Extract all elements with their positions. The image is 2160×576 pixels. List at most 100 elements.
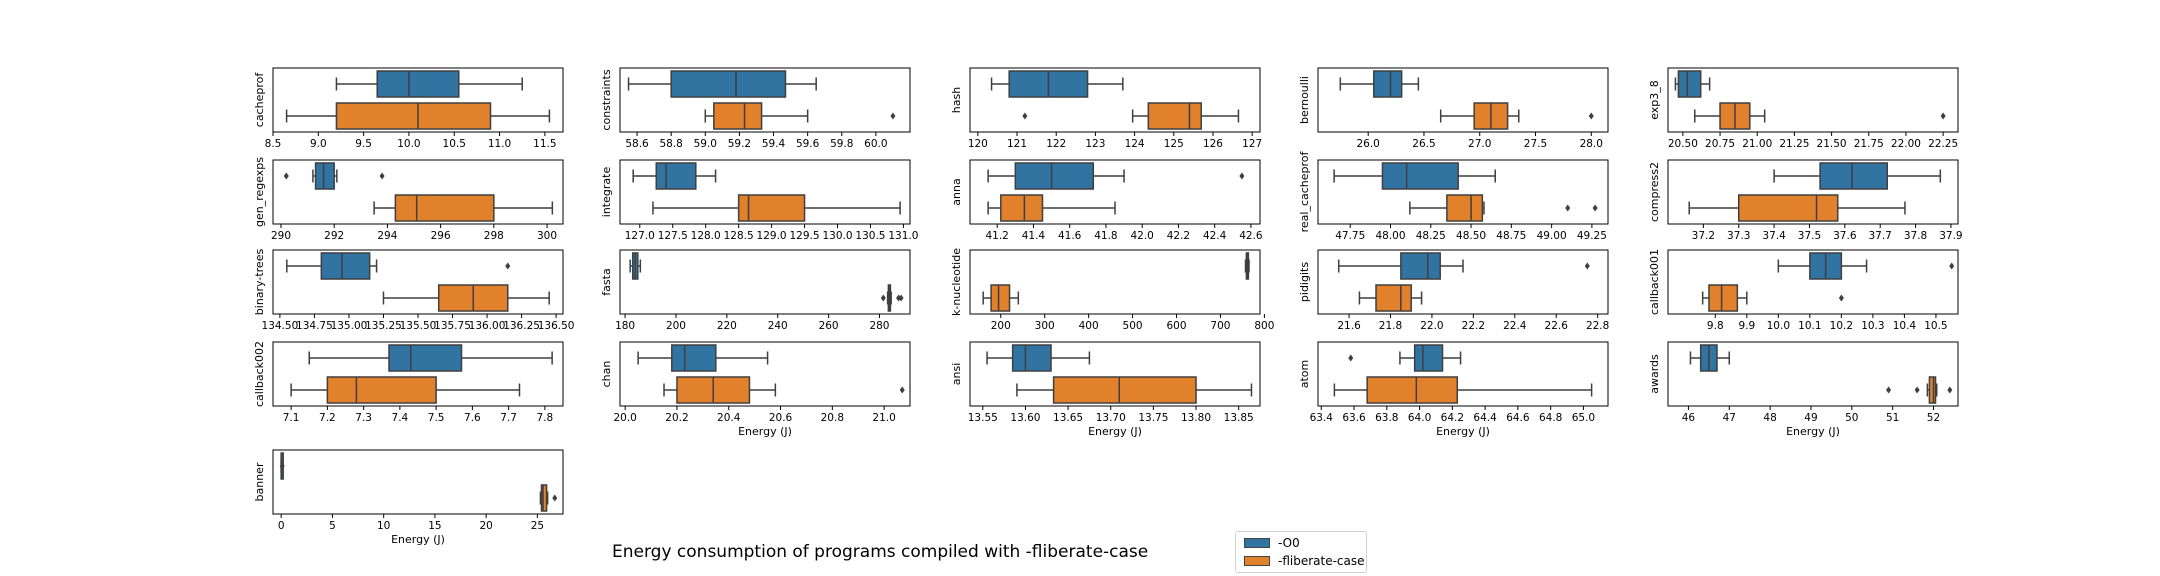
- x-tick-label: 48.25: [1416, 230, 1446, 242]
- panel-real-cacheprof: 47.75 48.00 48.25 48.50 48.75 49.00 49.25 real_…: [1298, 150, 1609, 242]
- flier-point: [379, 172, 385, 180]
- flier-point: [283, 172, 289, 180]
- x-tick-label: 135.50: [400, 320, 437, 332]
- flier-point: [1584, 262, 1590, 270]
- x-tick-label: 128.5: [724, 230, 754, 242]
- box-iqr: [335, 102, 492, 130]
- x-tick-label: 48: [1763, 412, 1776, 424]
- x-tick-label: 10.0: [397, 138, 420, 150]
- box-pidigits-fliberate-case: [1358, 284, 1423, 312]
- box-iqr: [326, 376, 437, 404]
- x-tick-label: 37.9: [1939, 230, 1962, 242]
- box-iqr: [990, 284, 1011, 312]
- x-tick-label: 7.6: [464, 412, 481, 424]
- x-tick-label: 126: [1203, 138, 1223, 150]
- flier-point: [1940, 112, 1946, 120]
- box-iqr: [1928, 376, 1937, 404]
- x-tick-label: 136.25: [503, 320, 540, 332]
- box-iqr: [670, 70, 787, 98]
- x-tick-label: 65.0: [1572, 412, 1595, 424]
- legend-label-o0: -O0: [1278, 536, 1300, 550]
- x-tick-label: 37.6: [1833, 230, 1857, 242]
- x-tick-label: 22.2: [1462, 320, 1485, 332]
- x-tick-label: 260: [819, 320, 839, 332]
- axes-frame: [969, 67, 1261, 133]
- x-tick-label: 50: [1845, 412, 1858, 424]
- box-exp3-8-o0: [1674, 70, 1711, 98]
- box-iqr: [394, 194, 495, 222]
- panel-label: anna: [950, 178, 963, 205]
- x-tick-label: 7.8: [537, 412, 554, 424]
- x-tick-label: 21.00: [1742, 138, 1772, 150]
- panel-label: hash: [950, 87, 963, 113]
- panel-integrate: 127.0 127.5 128.0 128.5 129.0 129.5 130.0 130.5…: [600, 159, 918, 242]
- flier-point: [899, 386, 905, 394]
- box-callback001-o0: [1777, 252, 1955, 280]
- x-tick-label: 296: [431, 230, 451, 242]
- box-iqr: [1011, 344, 1052, 372]
- panel-cacheprof: 8.5 9.0 9.5 10.0 10.5 11.0 11.5 cacheprof: [253, 67, 564, 150]
- panel-hash: 120 121 122 123 124 125 126 127 hash: [950, 67, 1262, 150]
- box-iqr: [1737, 194, 1839, 222]
- flier-point: [1886, 386, 1892, 394]
- x-tick-label: 27.5: [1524, 138, 1547, 150]
- x-tick-label: 63.4: [1310, 412, 1334, 424]
- x-tick-label: 7.2: [319, 412, 336, 424]
- box-cacheprof-fliberate-case: [285, 102, 551, 130]
- x-tick-label: 10.4: [1893, 320, 1917, 332]
- legend-swatch-fliberate-case: [1244, 556, 1270, 566]
- x-tick-label: 136.50: [538, 320, 575, 332]
- box-pidigits-o0: [1337, 252, 1590, 280]
- x-tick-label: 9.8: [1707, 320, 1724, 332]
- x-tick-label: 37.3: [1727, 230, 1750, 242]
- x-tick-label: 13.85: [1224, 412, 1254, 424]
- x-tick-label: 41.6: [1058, 230, 1082, 242]
- x-axis-label: Energy (J): [738, 425, 792, 438]
- panel-label: banner: [253, 462, 266, 501]
- x-tick-label: 130.5: [855, 230, 885, 242]
- box-iqr: [388, 344, 463, 372]
- box-fasta-o0: [629, 252, 642, 280]
- x-tick-label: 9.9: [1738, 320, 1755, 332]
- panel-label: constraints: [600, 69, 613, 130]
- x-tick-label: 42.6: [1239, 230, 1263, 242]
- x-tick-label: 64.8: [1539, 412, 1562, 424]
- x-tick-label: 37.2: [1692, 230, 1715, 242]
- x-tick-label: 22.25: [1928, 138, 1958, 150]
- x-tick-label: 13.75: [1138, 412, 1168, 424]
- axes-frame: [272, 249, 564, 315]
- x-tick-label: 10.1: [1798, 320, 1821, 332]
- box-iqr: [1413, 344, 1444, 372]
- x-tick-label: 10.2: [1830, 320, 1853, 332]
- box-constraints-fliberate-case: [704, 102, 896, 130]
- x-tick-label: 48.50: [1456, 230, 1486, 242]
- x-axis-label: Energy (J): [391, 533, 445, 546]
- x-tick-label: 37.5: [1798, 230, 1821, 242]
- box-callback002-fliberate-case: [290, 376, 521, 404]
- box-iqr: [1381, 162, 1459, 190]
- x-tick-label: 400: [1079, 320, 1099, 332]
- x-tick-label: 13.60: [1010, 412, 1040, 424]
- box-iqr: [1366, 376, 1459, 404]
- x-tick-label: 10.0: [1767, 320, 1790, 332]
- box-gen-regexps-o0: [283, 162, 385, 190]
- x-tick-label: 58.8: [659, 138, 682, 150]
- box-iqr: [1677, 70, 1702, 98]
- x-tick-label: 64.6: [1506, 412, 1530, 424]
- x-tick-label: 128.0: [691, 230, 721, 242]
- axes-frame: [1317, 249, 1609, 315]
- x-tick-label: 21.75: [1854, 138, 1884, 150]
- panel-label: atom: [1298, 360, 1311, 389]
- panel-label: callback002: [253, 341, 266, 407]
- x-tick-label: 5: [329, 520, 336, 532]
- flier-point: [1947, 386, 1953, 394]
- x-tick-label: 240: [768, 320, 788, 332]
- x-tick-label: 10.3: [1861, 320, 1884, 332]
- x-tick-label: 20.0: [613, 412, 636, 424]
- panel-exp3-8: 20.50 20.75 21.00 21.25 21.50 21.75 22.00 22.25…: [1648, 67, 1959, 150]
- panel-binary-trees: 134.50134.75135.00135.25135.50135.75136.…: [253, 249, 574, 332]
- x-tick-label: 13.65: [1053, 412, 1083, 424]
- x-tick-label: 600: [1166, 320, 1186, 332]
- x-tick-label: 122: [1046, 138, 1066, 150]
- x-tick-label: 180: [615, 320, 635, 332]
